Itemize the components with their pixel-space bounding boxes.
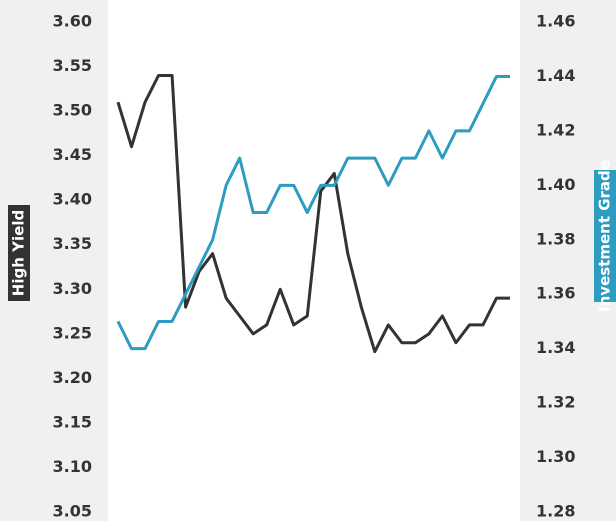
y-axis-label-box	[8, 205, 30, 301]
y-tick-label: 3.25	[53, 323, 92, 342]
y-tick-label: 3.55	[53, 56, 92, 75]
y-axis-label: High Yield	[10, 210, 28, 296]
y2-tick-label: 1.36	[536, 284, 575, 303]
y-tick-label: 3.50	[53, 101, 92, 120]
y-tick-label: 3.35	[53, 234, 92, 253]
y-tick-label: 3.30	[53, 279, 92, 298]
y2-tick-label: 1.28	[536, 502, 575, 521]
y-tick-label: 3.20	[53, 368, 92, 387]
y2-tick-label: 1.40	[536, 175, 575, 194]
y-tick-label: 3.45	[53, 145, 92, 164]
y2-tick-label: 1.34	[536, 338, 575, 357]
y-tick-label: 3.05	[53, 502, 92, 521]
y2-axis-label: Investment Grade	[596, 160, 614, 312]
y-tick-label: 3.60	[53, 12, 92, 31]
y2-tick-label: 1.38	[536, 229, 575, 248]
line-series	[116, 73, 510, 354]
y-tick-label: 3.10	[53, 457, 92, 476]
line-series	[116, 74, 510, 351]
y2-axis-label-box	[594, 170, 616, 302]
y-tick-label: 3.15	[53, 412, 92, 431]
y2-tick-label: 1.44	[536, 66, 575, 85]
y2-tick-label: 1.30	[536, 447, 575, 466]
y-tick-label: 3.40	[53, 190, 92, 209]
y2-tick-label: 1.46	[536, 12, 575, 31]
y2-tick-label: 1.42	[536, 120, 575, 139]
y2-tick-label: 1.32	[536, 393, 575, 412]
